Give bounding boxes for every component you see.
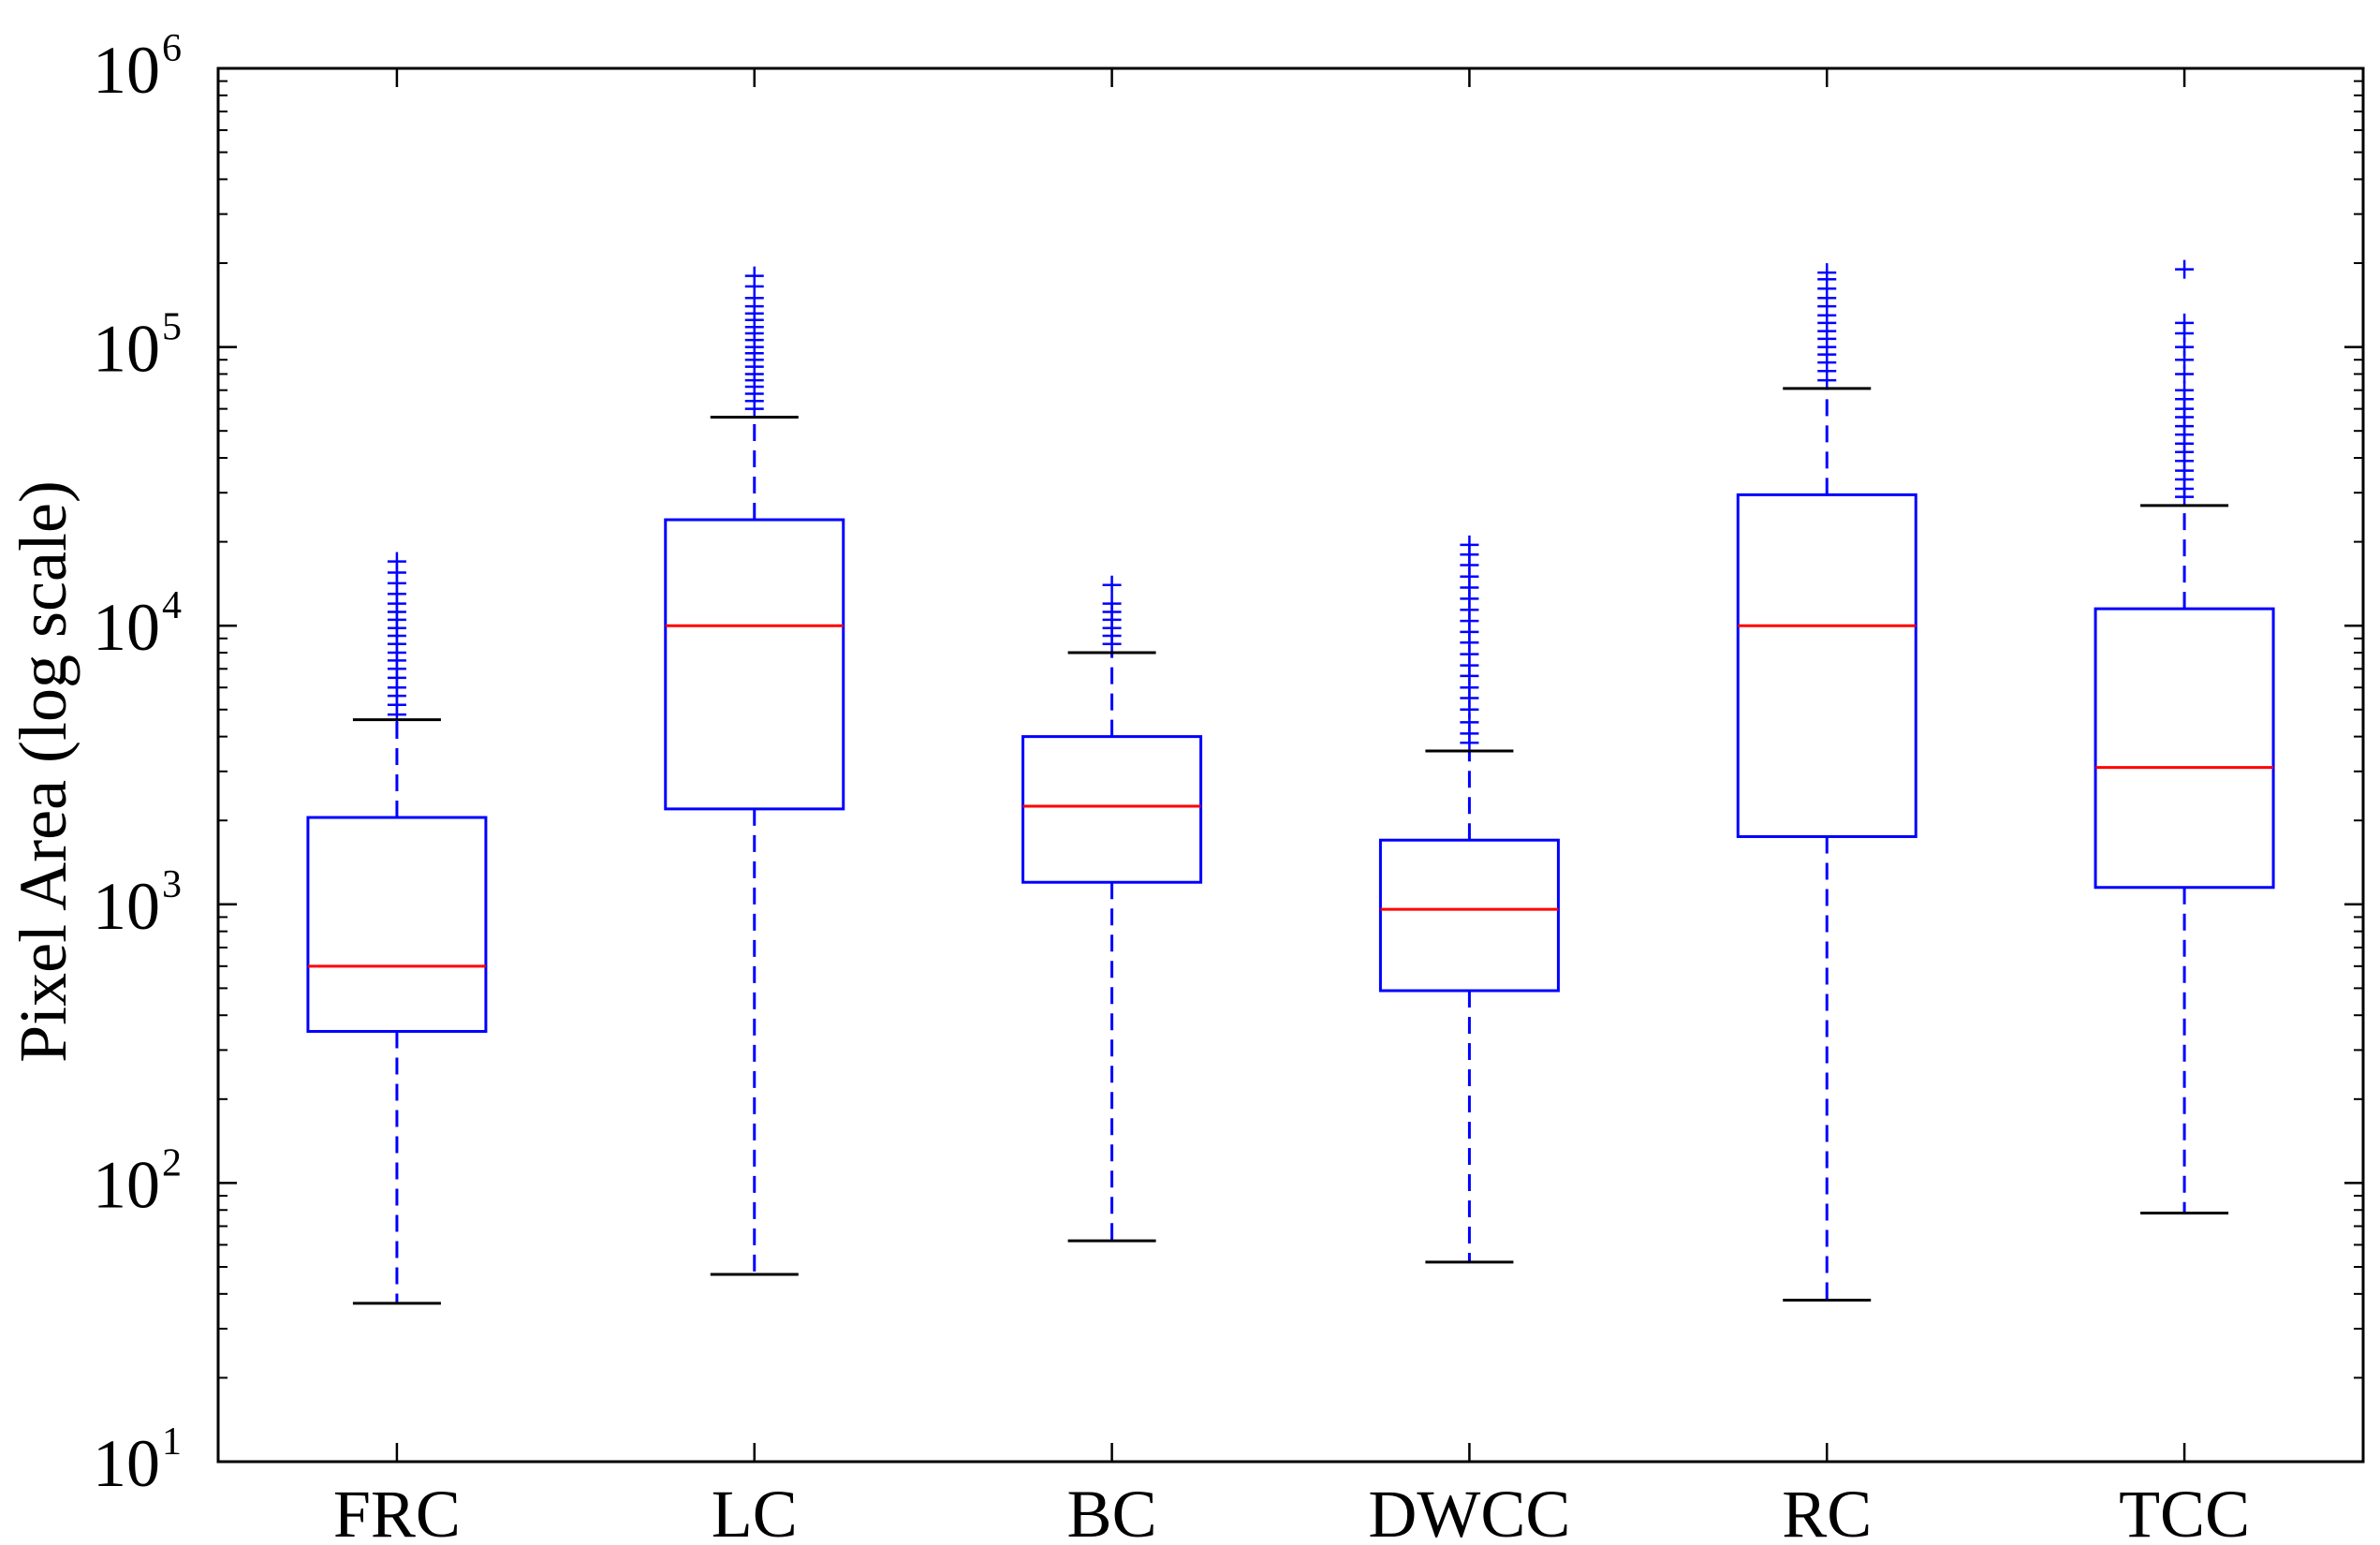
y-tick-label-exponent: 1	[162, 1420, 182, 1464]
outlier-marker	[1102, 594, 1122, 613]
y-tick-label-base: 10	[93, 869, 160, 944]
box-group-dwcc	[1378, 535, 1560, 1264]
y-tick-label: 10	[93, 33, 160, 108]
x-category-label: LC	[712, 1477, 798, 1545]
y-tick-label: 10	[93, 869, 160, 944]
y-tick-label: 10	[93, 1426, 160, 1501]
y-tick-label-exponent: 5	[162, 306, 182, 349]
box-group-lc	[664, 266, 845, 1276]
axes-frame	[216, 66, 2365, 1464]
iqr-box	[664, 518, 845, 811]
iqr-box	[1736, 493, 1917, 838]
outlier-marker	[1102, 575, 1122, 595]
outlier-marker	[2175, 380, 2195, 400]
y-tick-label-exponent: 6	[162, 27, 182, 70]
y-tick-label-base: 10	[93, 1147, 160, 1222]
y-tick-label: 10	[93, 1147, 160, 1222]
box-group-bc	[1021, 575, 1203, 1243]
iqr-box	[1378, 838, 1560, 993]
y-tick-label: 10	[93, 590, 160, 665]
outlier-marker	[744, 266, 764, 286]
outlier-marker	[2175, 259, 2195, 279]
box-group-rc	[1736, 263, 1917, 1302]
x-category-label: TCC	[2119, 1477, 2250, 1545]
iqr-box	[306, 816, 488, 1033]
outlier-marker	[387, 552, 406, 571]
y-tick-label-base: 10	[93, 590, 160, 665]
outlier-marker	[1460, 535, 1479, 554]
x-category-label: FRC	[333, 1477, 461, 1545]
outlier-marker	[1817, 263, 1837, 283]
y-tick-label-base: 10	[93, 312, 160, 387]
outlier-marker	[2175, 313, 2195, 332]
x-category-label: BC	[1067, 1477, 1157, 1545]
y-tick-label-base: 10	[93, 33, 160, 108]
x-category-label: RC	[1782, 1477, 1872, 1545]
box-group-frc	[306, 552, 488, 1305]
box-group-tcc	[2094, 259, 2275, 1215]
y-tick-label-base: 10	[93, 1426, 160, 1501]
y-tick-label: 10	[93, 312, 160, 387]
y-axis-label: Pixel Area (log scale)	[6, 480, 81, 1063]
iqr-box	[1021, 735, 1203, 884]
x-category-label: DWCC	[1368, 1477, 1570, 1545]
y-tick-label-exponent: 4	[162, 584, 182, 627]
y-tick-label-exponent: 2	[162, 1141, 182, 1184]
plot-layer	[306, 259, 2275, 1305]
y-tick-label-exponent: 3	[162, 863, 182, 906]
iqr-box	[2094, 607, 2275, 890]
